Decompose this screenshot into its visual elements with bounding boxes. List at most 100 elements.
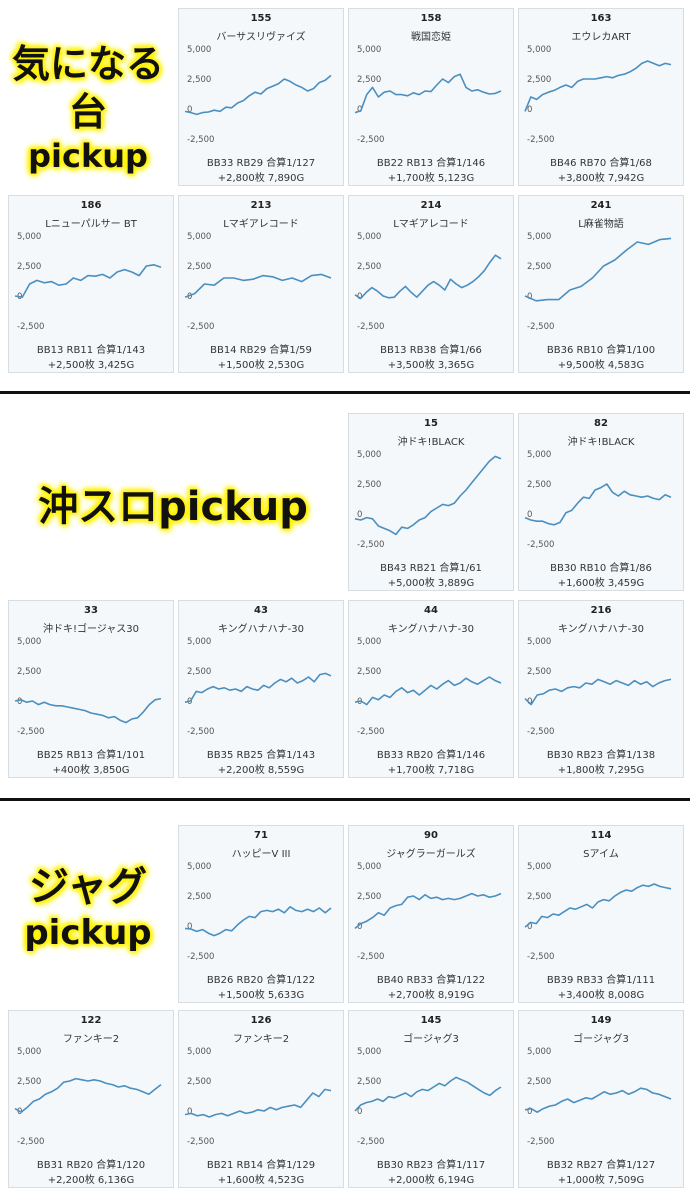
chart-card[interactable]: 163 エウレカART 5,000 2,500 0 -2,500 BB46 RB70 合算1… [518, 8, 684, 186]
bonus-stats: BB21 RB14 合算1/129 [206, 1160, 316, 1171]
section-heading-3-line1: ジャグ [29, 864, 147, 910]
y-tick-label: -2,500 [357, 135, 384, 145]
bonus-stats: BB35 RB25 合算1/143 [206, 750, 316, 761]
y-tick-label: 0 [527, 292, 532, 302]
y-tick-label: -2,500 [17, 727, 44, 737]
result-summary: +1,600枚 3,459G [557, 578, 645, 589]
chart-card[interactable]: 214 Lマギアレコード 5,000 2,500 0 -2,500 BB13 RB38 合算… [348, 195, 514, 373]
machine-number: 114 [590, 830, 612, 841]
section-heading-1: 気になる台 pickup [0, 40, 176, 176]
y-tick-label: 0 [357, 922, 362, 932]
machine-number: 33 [84, 605, 98, 616]
machine-number: 149 [590, 1015, 612, 1026]
chart-card[interactable]: 122 ファンキー2 5,000 2,500 0 -2,500 BB31 RB20 合算1/… [8, 1010, 174, 1188]
machine-name: 戦国恋姫 [411, 32, 451, 43]
machine-name: ゴージャグ3 [573, 1034, 629, 1045]
bonus-stats: BB33 RB29 合算1/127 [206, 158, 316, 169]
chart-card[interactable]: 15 沖ドキ!BLACK 5,000 2,500 0 -2,500 BB43 RB21 合算… [348, 413, 514, 591]
chart-card[interactable]: 82 沖ドキ!BLACK 5,000 2,500 0 -2,500 BB30 RB10 合算… [518, 413, 684, 591]
machine-number: 15 [424, 418, 438, 429]
bonus-stats: BB46 RB70 合算1/68 [550, 158, 652, 169]
bonus-stats: BB22 RB13 合算1/146 [376, 158, 486, 169]
section-heading-2: 沖スロpickup [0, 482, 346, 532]
bonus-stats: BB39 RB33 合算1/111 [546, 975, 656, 986]
bonus-stats: BB13 RB38 合算1/66 [380, 345, 482, 356]
y-tick-label: 0 [527, 697, 532, 707]
y-tick-label: -2,500 [187, 135, 214, 145]
machine-name: ファンキー2 [62, 1034, 120, 1045]
y-tick-label: 5,000 [357, 45, 381, 55]
series-line [14, 264, 162, 298]
result-summary: +2,500枚 3,425G [47, 360, 135, 371]
chart-card[interactable]: 90 ジャグラーガールズ 5,000 2,500 0 -2,500 BB40 RB33 合算… [348, 825, 514, 1003]
chart-card[interactable]: 186 Lニューパルサー BT 5,000 2,500 0 -2,500 BB13 RB11… [8, 195, 174, 373]
chart-card[interactable]: 155 バーサスリヴァイズ 5,000 2,500 0 -2,500 BB33 RB29 合… [178, 8, 344, 186]
chart-card[interactable]: 145 ゴージャグ3 5,000 2,500 0 -2,500 BB30 RB23 合算1/… [348, 1010, 514, 1188]
chart-card[interactable]: 216 キングハナハナ-30 5,000 2,500 0 -2,500 BB30 RB23 … [518, 600, 684, 778]
y-tick-label: 5,000 [187, 637, 211, 647]
y-tick-label: 5,000 [357, 232, 381, 242]
y-tick-label: 0 [357, 510, 362, 520]
result-summary: +400枚 3,850G [52, 765, 130, 776]
series-line [354, 676, 502, 706]
series-line [524, 60, 672, 112]
series-line [354, 73, 502, 114]
y-tick-label: -2,500 [357, 540, 384, 550]
chart-card[interactable]: 126 ファンキー2 5,000 2,500 0 -2,500 BB21 RB14 合算1/… [178, 1010, 344, 1188]
result-summary: +1,700枚 7,718G [387, 765, 475, 776]
y-tick-label: 5,000 [17, 232, 41, 242]
machine-name: ファンキー2 [232, 1034, 290, 1045]
machine-number: 145 [420, 1015, 442, 1026]
bonus-stats: BB32 RB27 合算1/127 [546, 1160, 656, 1171]
chart-card[interactable]: 114 Sアイム 5,000 2,500 0 -2,500 BB39 RB33 合算1/11… [518, 825, 684, 1003]
series-line [524, 1087, 672, 1113]
y-tick-label: 5,000 [187, 232, 211, 242]
y-tick-label: 0 [187, 292, 192, 302]
chart-card[interactable]: 33 沖ドキ!ゴージャス30 5,000 2,500 0 -2,500 BB25 RB13 … [8, 600, 174, 778]
result-summary: +1,000枚 7,509G [557, 1175, 645, 1186]
section-heading-1-line1: 気になる台 [11, 42, 164, 134]
series-line [354, 1076, 502, 1112]
result-summary: +2,700枚 8,919G [387, 990, 475, 1001]
y-tick-label: 5,000 [527, 232, 551, 242]
y-tick-label: 2,500 [357, 480, 381, 490]
chart-card[interactable]: 149 ゴージャグ3 5,000 2,500 0 -2,500 BB32 RB27 合算1/… [518, 1010, 684, 1188]
series-line [184, 1088, 332, 1118]
machine-number: 241 [590, 200, 612, 211]
chart-card[interactable]: 158 戦国恋姫 5,000 2,500 0 -2,500 BB22 RB13 合算1/14… [348, 8, 514, 186]
bonus-stats: BB26 RB20 合算1/122 [206, 975, 316, 986]
bonus-stats: BB40 RB33 合算1/122 [376, 975, 486, 986]
chart-card[interactable]: 71 ハッピーV III 5,000 2,500 0 -2,500 BB26 RB20 合算… [178, 825, 344, 1003]
y-tick-label: 2,500 [357, 262, 381, 272]
machine-name: キングハナハナ-30 [217, 624, 305, 635]
chart-card[interactable]: 213 Lマギアレコード 5,000 2,500 0 -2,500 BB14 RB29 合算… [178, 195, 344, 373]
machine-number: 186 [80, 200, 102, 211]
chart-card[interactable]: 44 キングハナハナ-30 5,000 2,500 0 -2,500 BB33 RB20 合… [348, 600, 514, 778]
chart-card[interactable]: 241 L麻雀物語 5,000 2,500 0 -2,500 BB36 RB10 合算1/1… [518, 195, 684, 373]
y-tick-label: 2,500 [187, 667, 211, 677]
result-summary: +3,400枚 8,008G [557, 990, 645, 1001]
y-tick-label: 0 [527, 105, 532, 115]
y-tick-label: 2,500 [527, 75, 551, 85]
chart-card[interactable]: 43 キングハナハナ-30 5,000 2,500 0 -2,500 BB35 RB25 合… [178, 600, 344, 778]
result-summary: +1,600枚 4,523G [217, 1175, 305, 1186]
y-tick-label: -2,500 [17, 1137, 44, 1147]
machine-name: Lマギアレコード [223, 219, 299, 230]
y-tick-label: -2,500 [357, 322, 384, 332]
y-tick-label: 5,000 [527, 1047, 551, 1057]
result-summary: +3,500枚 3,365G [387, 360, 475, 371]
result-summary: +2,200枚 6,136G [47, 1175, 135, 1186]
y-tick-label: 2,500 [527, 480, 551, 490]
bonus-stats: BB36 RB10 合算1/100 [546, 345, 656, 356]
result-summary: +1,500枚 2,530G [217, 360, 305, 371]
section-heading-3: ジャグ pickup [0, 862, 176, 954]
machine-name: ハッピーV III [231, 849, 291, 860]
